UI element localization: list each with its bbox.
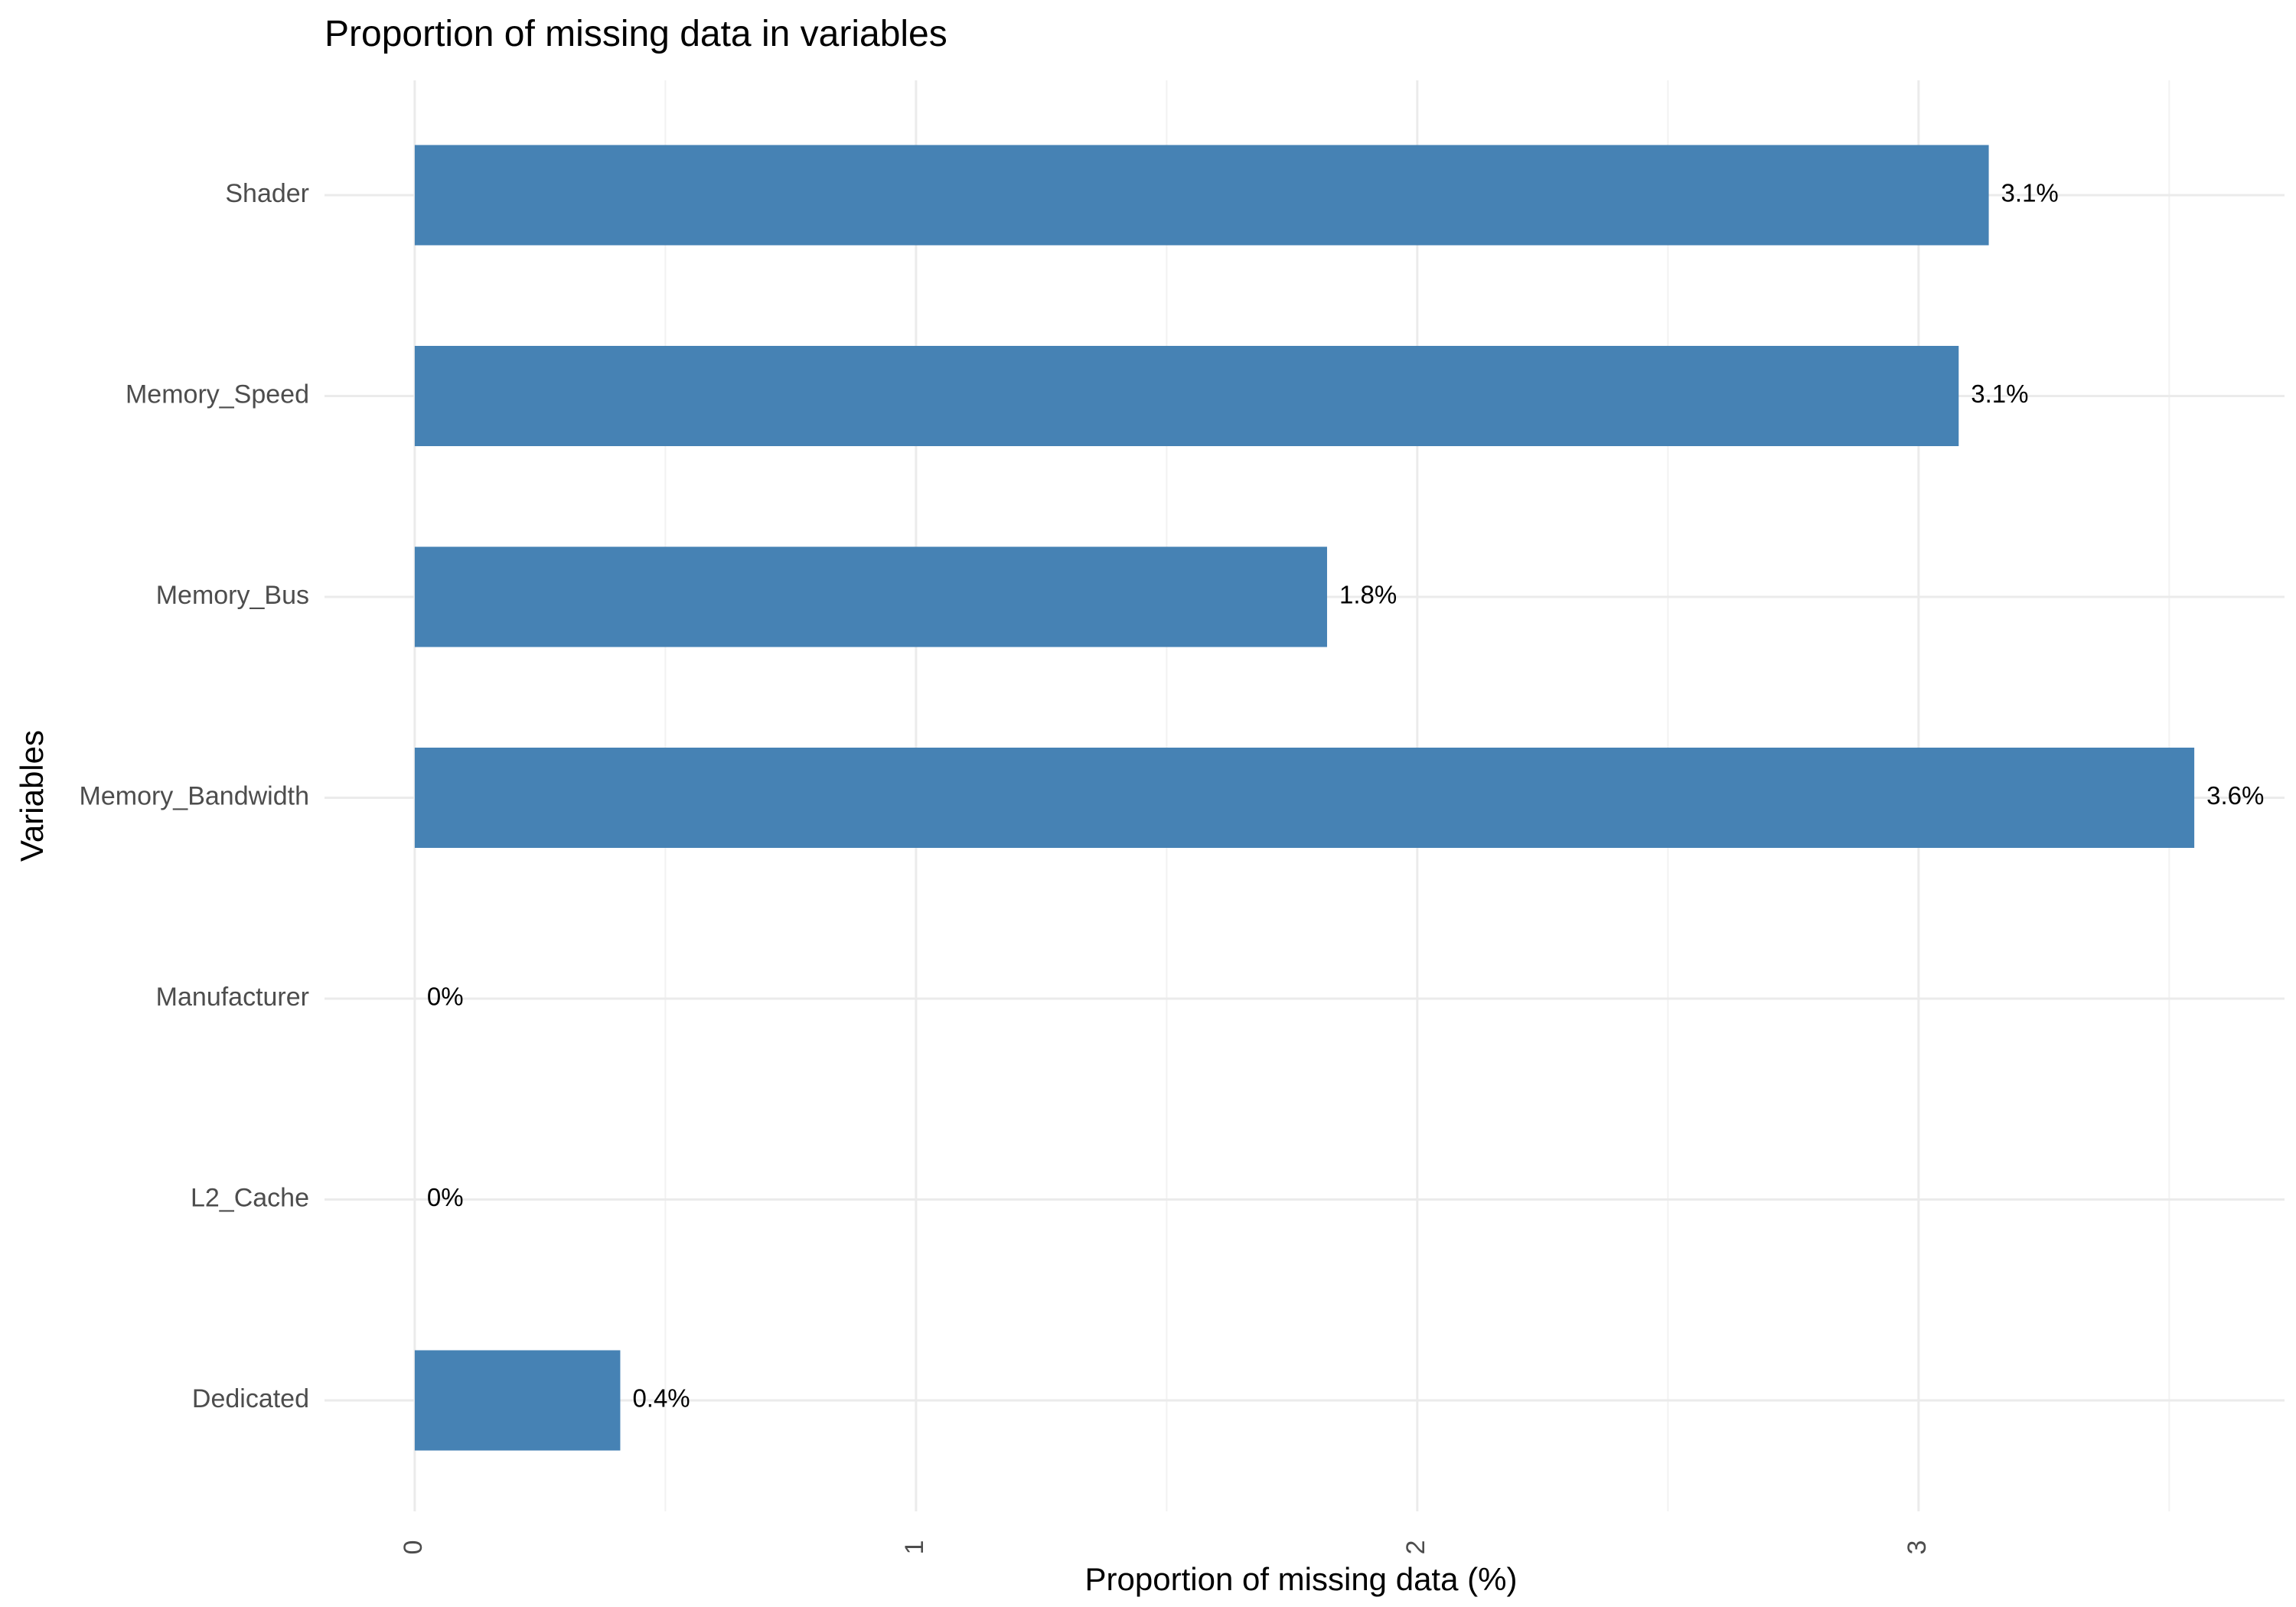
bar-memory-bandwidth <box>414 748 2195 848</box>
data-label: 3.1% <box>1971 380 2028 408</box>
x-tick-label: 1 <box>900 1540 929 1555</box>
x-tick-label: 0 <box>399 1540 428 1555</box>
data-label: 1.8% <box>1339 581 1397 609</box>
bars <box>414 145 2195 1451</box>
y-tick-label: Dedicated <box>192 1384 309 1413</box>
y-axis-tick-labels: Dedicated L2_Cache Manufacturer Memory_Band… <box>80 179 309 1413</box>
bar-memory-bus <box>414 546 1327 647</box>
y-tick-label: Memory_Bandwidth <box>80 781 309 810</box>
y-tick-label: Shader <box>225 179 309 208</box>
data-label: 3.6% <box>2206 781 2264 810</box>
data-label: 0% <box>427 1183 464 1211</box>
y-axis-title: Variables <box>14 730 50 862</box>
data-label: 3.1% <box>2001 179 2059 207</box>
bar-dedicated <box>414 1350 621 1451</box>
bar-memory-speed <box>414 346 1959 446</box>
x-tick-label: 2 <box>1401 1540 1430 1555</box>
data-labels: 0.4% 0% 0% 3.6% 1.8% 3.1% 3.1% <box>427 179 2264 1413</box>
y-tick-label: Manufacturer <box>156 983 309 1012</box>
bar-shader <box>414 145 1989 246</box>
y-tick-label: Memory_Bus <box>156 581 309 610</box>
data-label: 0% <box>427 983 464 1011</box>
x-tick-label: 3 <box>1903 1540 1932 1555</box>
x-axis-title: Proportion of missing data (%) <box>1085 1561 1518 1597</box>
y-tick-label: Memory_Speed <box>126 380 309 409</box>
x-axis-tick-labels: 0 1 2 3 <box>399 1540 1932 1555</box>
chart-title: Proportion of missing data in variables <box>325 14 947 54</box>
data-label: 0.4% <box>632 1384 690 1413</box>
y-tick-label: L2_Cache <box>191 1183 309 1212</box>
